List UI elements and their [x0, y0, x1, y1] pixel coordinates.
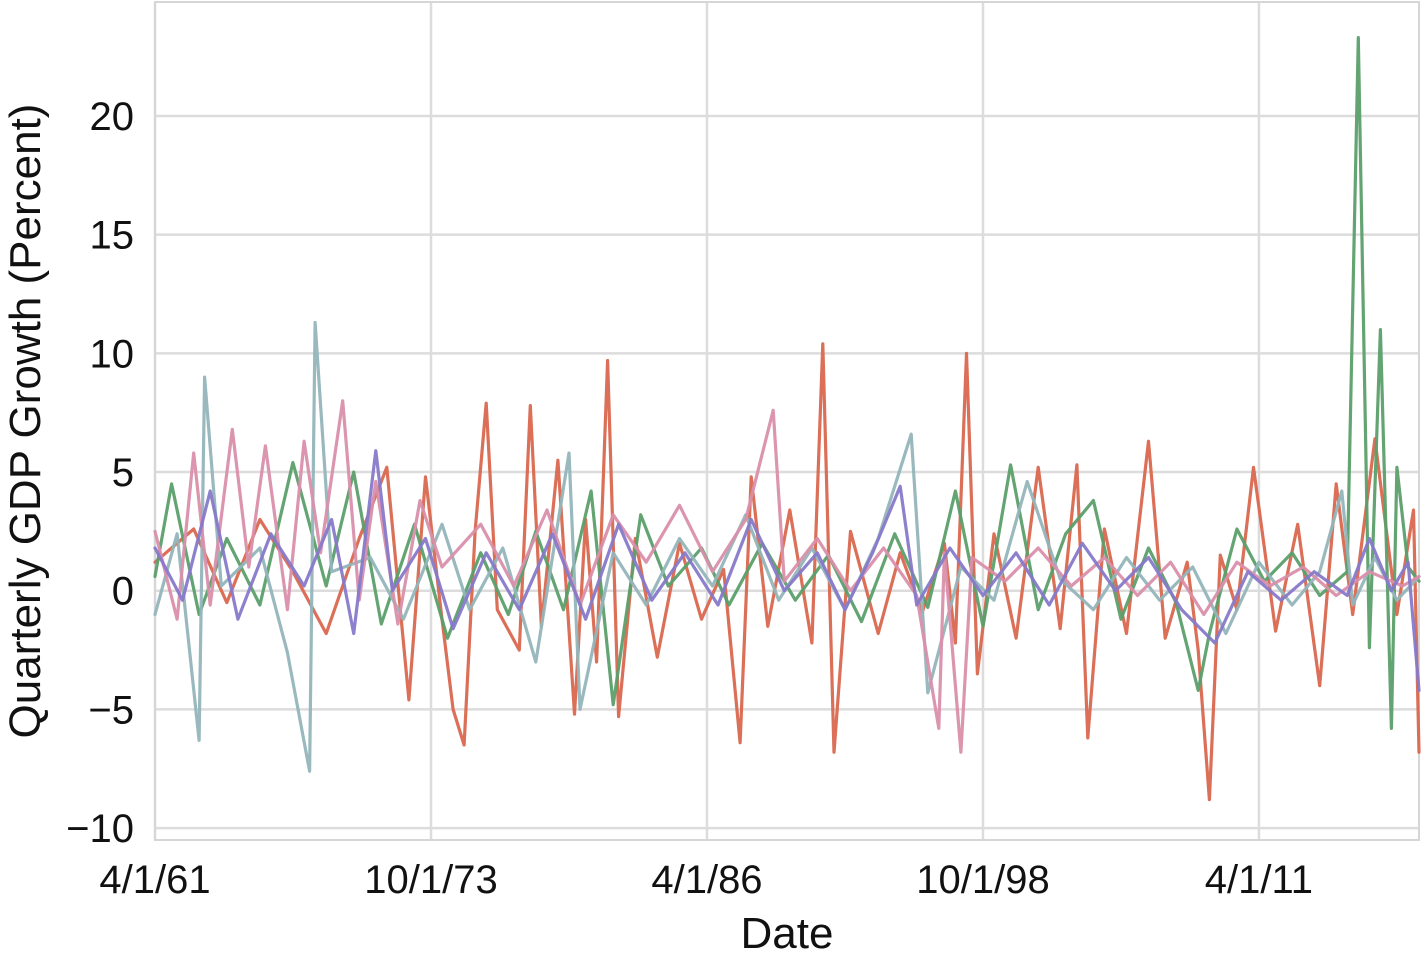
- x-tick-label: 4/1/86: [651, 858, 762, 902]
- y-tick-label: −10: [66, 807, 134, 851]
- series-layer: [153, 36, 1421, 802]
- series-line-2: [153, 36, 1421, 730]
- y-tick-label: 5: [112, 451, 134, 495]
- y-gridlines: [155, 114, 1419, 830]
- y-tick-label: 10: [90, 332, 135, 376]
- series-line-5: [153, 449, 1421, 692]
- x-tick-label: 4/1/11: [1205, 858, 1313, 902]
- series-line-4: [153, 399, 1421, 754]
- x-tick-label: 4/1/61: [99, 858, 210, 902]
- y-tick-labels: −10 −5 0 5 10 15 20: [66, 95, 134, 851]
- series-line-1: [153, 342, 1421, 802]
- series-line-3: [153, 320, 1421, 773]
- y-tick-label: 0: [112, 570, 134, 614]
- x-gridlines: [153, 2, 1261, 840]
- y-tick-label: −5: [88, 688, 134, 732]
- x-tick-labels: 4/1/61 10/1/73 4/1/86 10/1/98 4/1/11: [99, 858, 1313, 902]
- y-tick-label: 20: [90, 95, 135, 139]
- y-axis-title: Quarterly GDP Growth (Percent): [1, 104, 50, 739]
- x-axis-title: Date: [741, 909, 834, 950]
- x-tick-label: 10/1/73: [364, 858, 497, 902]
- plot-frame: [154, 1, 1420, 841]
- x-tick-label: 10/1/98: [916, 858, 1049, 902]
- y-tick-label: 15: [90, 214, 135, 258]
